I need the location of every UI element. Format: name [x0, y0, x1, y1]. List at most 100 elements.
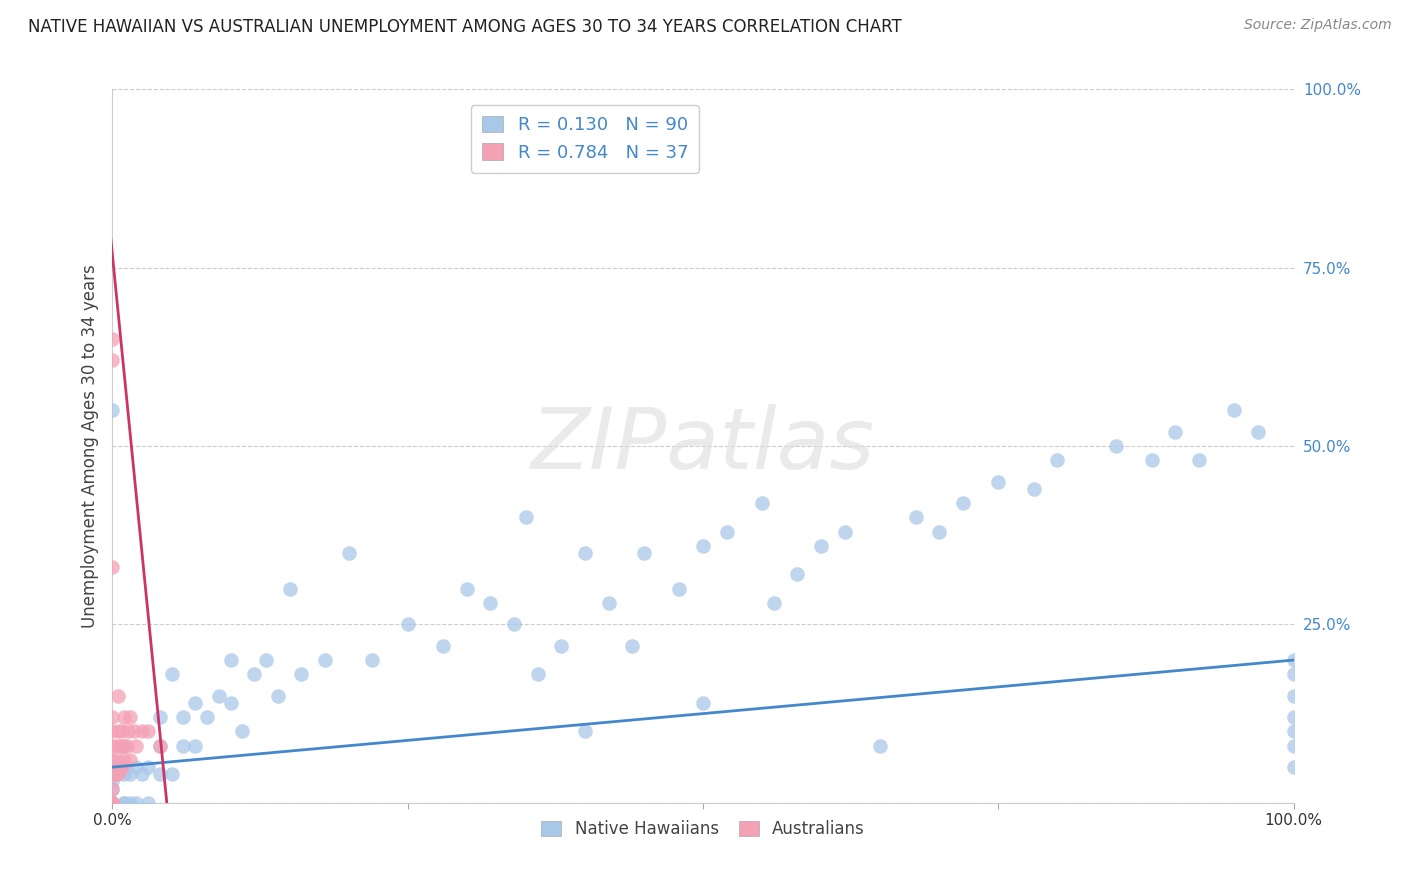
- Point: [112, 739, 135, 753]
- Point: [101, 753, 124, 767]
- Point: [184, 739, 207, 753]
- Point: [1282, 724, 1305, 739]
- Point: [101, 796, 124, 810]
- Point: [172, 710, 194, 724]
- Point: [125, 739, 148, 753]
- Point: [101, 767, 124, 781]
- Point: [231, 724, 253, 739]
- Point: [112, 767, 135, 781]
- Point: [117, 724, 139, 739]
- Point: [786, 567, 808, 582]
- Point: [120, 753, 142, 767]
- Point: [101, 403, 124, 417]
- Point: [111, 724, 134, 739]
- Point: [692, 539, 714, 553]
- Point: [172, 739, 194, 753]
- Point: [456, 582, 478, 596]
- Point: [101, 560, 124, 574]
- Point: [112, 796, 135, 810]
- Point: [1282, 653, 1305, 667]
- Point: [107, 724, 129, 739]
- Point: [131, 767, 153, 781]
- Point: [1282, 667, 1305, 681]
- Text: NATIVE HAWAIIAN VS AUSTRALIAN UNEMPLOYMENT AMONG AGES 30 TO 34 YEARS CORRELATION: NATIVE HAWAIIAN VS AUSTRALIAN UNEMPLOYME…: [28, 18, 901, 36]
- Point: [107, 689, 129, 703]
- Point: [149, 739, 172, 753]
- Point: [1022, 482, 1045, 496]
- Point: [101, 796, 124, 810]
- Point: [131, 724, 153, 739]
- Point: [101, 796, 124, 810]
- Point: [101, 796, 124, 810]
- Text: Source: ZipAtlas.com: Source: ZipAtlas.com: [1244, 18, 1392, 32]
- Point: [101, 796, 124, 810]
- Point: [149, 767, 172, 781]
- Point: [136, 724, 159, 739]
- Point: [101, 767, 124, 781]
- Point: [101, 796, 124, 810]
- Point: [101, 760, 124, 774]
- Point: [112, 739, 135, 753]
- Y-axis label: Unemployment Among Ages 30 to 34 years: Unemployment Among Ages 30 to 34 years: [80, 264, 98, 628]
- Text: ZIPatlas: ZIPatlas: [531, 404, 875, 488]
- Point: [101, 796, 124, 810]
- Point: [1282, 760, 1305, 774]
- Point: [105, 739, 128, 753]
- Point: [125, 760, 148, 774]
- Point: [952, 496, 974, 510]
- Point: [361, 653, 384, 667]
- Point: [125, 796, 148, 810]
- Point: [314, 653, 336, 667]
- Point: [112, 796, 135, 810]
- Point: [149, 739, 172, 753]
- Point: [834, 524, 856, 539]
- Point: [598, 596, 620, 610]
- Point: [290, 667, 312, 681]
- Point: [219, 653, 242, 667]
- Point: [243, 667, 266, 681]
- Point: [101, 774, 124, 789]
- Point: [621, 639, 644, 653]
- Point: [101, 796, 124, 810]
- Point: [110, 760, 132, 774]
- Point: [869, 739, 891, 753]
- Point: [526, 667, 548, 681]
- Point: [101, 796, 124, 810]
- Point: [105, 753, 128, 767]
- Point: [120, 710, 142, 724]
- Point: [184, 696, 207, 710]
- Point: [987, 475, 1010, 489]
- Point: [115, 739, 138, 753]
- Point: [1282, 689, 1305, 703]
- Point: [574, 724, 596, 739]
- Point: [396, 617, 419, 632]
- Point: [101, 796, 124, 810]
- Point: [219, 696, 242, 710]
- Point: [278, 582, 301, 596]
- Point: [762, 596, 785, 610]
- Point: [101, 724, 124, 739]
- Point: [751, 496, 773, 510]
- Legend: Native Hawaiians, Australians: Native Hawaiians, Australians: [534, 814, 872, 845]
- Point: [122, 724, 145, 739]
- Point: [254, 653, 277, 667]
- Point: [101, 781, 124, 796]
- Point: [160, 667, 183, 681]
- Point: [574, 546, 596, 560]
- Point: [101, 796, 124, 810]
- Point: [101, 781, 124, 796]
- Point: [1046, 453, 1069, 467]
- Point: [1188, 453, 1211, 467]
- Point: [111, 760, 134, 774]
- Point: [136, 796, 159, 810]
- Point: [1282, 739, 1305, 753]
- Point: [904, 510, 927, 524]
- Point: [928, 524, 950, 539]
- Point: [105, 767, 128, 781]
- Point: [101, 796, 124, 810]
- Point: [337, 546, 360, 560]
- Point: [503, 617, 526, 632]
- Point: [1140, 453, 1163, 467]
- Point: [120, 767, 142, 781]
- Point: [101, 739, 124, 753]
